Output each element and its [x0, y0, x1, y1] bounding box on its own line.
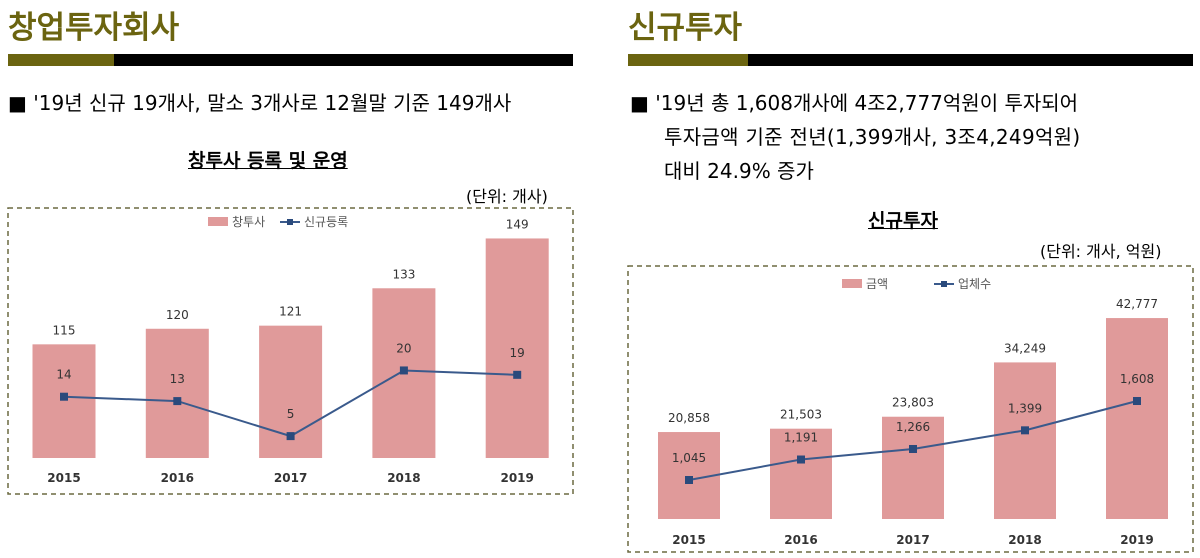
line-point-2015 [685, 475, 693, 484]
x-tick-2015: 2015 [47, 471, 80, 485]
bar-2018 [994, 362, 1056, 519]
x-tick-2019: 2019 [1120, 533, 1153, 547]
chart-frame [627, 265, 1194, 553]
line-label-2019: 1,608 [1120, 372, 1154, 386]
right-chart-title: 신규투자 [868, 210, 938, 232]
line-point-2018 [399, 366, 408, 375]
bar-label-2019: 42,777 [1116, 297, 1158, 311]
line-label-2017: 5 [287, 407, 295, 421]
x-tick-2015: 2015 [672, 533, 705, 547]
bar-label-2015: 20,858 [668, 411, 710, 425]
bar-label-2018: 133 [392, 267, 415, 281]
line-label-2018: 1,399 [1008, 401, 1042, 415]
bar-2015 [32, 344, 96, 458]
legend-line-marker [941, 281, 947, 287]
line-point-2016 [173, 397, 182, 406]
bar-label-2018: 34,249 [1004, 341, 1046, 355]
right-bullet-line-3: 대비 24.9% 증가 [664, 159, 814, 183]
bar-label-2015: 115 [53, 323, 76, 337]
right-section-title: 신규투자 [628, 10, 743, 46]
line-point-2017 [909, 444, 917, 453]
x-tick-2017: 2017 [896, 533, 929, 547]
bar-label-2017: 121 [279, 305, 302, 319]
line-label-2017: 1,266 [896, 420, 930, 434]
legend-bar-label: 금액 [866, 277, 888, 291]
left-bullet-text: ■ '19년 신규 19개사, 말소 3개사로 12월말 기준 149개사 [8, 91, 512, 115]
line-label-2015: 1,045 [672, 451, 706, 465]
x-tick-2019: 2019 [500, 471, 533, 485]
line-label-2015: 14 [56, 368, 71, 382]
title-divider [748, 54, 1193, 66]
bar-label-2019: 149 [506, 217, 529, 231]
left-unit-label: (단위: 개사) [466, 187, 548, 206]
line-point-2019 [1133, 397, 1141, 406]
bar-2016 [145, 328, 209, 458]
line-label-2016: 13 [170, 372, 185, 386]
legend-bar-swatch [842, 279, 862, 288]
line-point-2016 [797, 455, 805, 464]
line-label-2018: 20 [396, 341, 411, 355]
bar-2019 [1106, 318, 1168, 519]
x-tick-2017: 2017 [274, 471, 307, 485]
right-bullet-line-1: ■ '19년 총 1,608개사에 4조2,777억원이 투자되어 [630, 91, 1079, 115]
bar-label-2017: 23,803 [892, 396, 934, 410]
line-point-2017 [286, 432, 295, 441]
x-tick-2016: 2016 [784, 533, 817, 547]
line-point-2015 [60, 392, 68, 401]
legend-line-label: 업체수 [958, 277, 991, 291]
right-bullet-line-2: 투자금액 기준 전년(1,399개사, 3조4,249억원) [664, 125, 1081, 149]
title-divider [114, 54, 573, 66]
line-point-2019 [513, 370, 522, 379]
legend-line-label: 신규등록 [304, 215, 348, 229]
line-label-2016: 1,191 [784, 431, 818, 445]
x-tick-2018: 2018 [1008, 533, 1041, 547]
title-accent-bar [8, 54, 114, 66]
title-accent-bar [628, 54, 748, 66]
bar-2016 [770, 428, 832, 519]
bar-label-2016: 21,503 [780, 408, 822, 422]
left-chart-title: 창투사 등록 및 운영 [188, 150, 348, 172]
legend-line-marker [287, 219, 293, 225]
chart-frame [7, 207, 574, 495]
line-label-2019: 19 [510, 346, 525, 360]
legend-bar-label: 창투사 [232, 215, 265, 229]
right-unit-label: (단위: 개사, 억원) [1040, 242, 1162, 261]
bar-2017 [882, 416, 944, 519]
legend-bar-swatch [208, 217, 228, 226]
line-point-2018 [1021, 426, 1029, 435]
bar-2019 [485, 238, 549, 458]
bar-label-2016: 120 [166, 308, 189, 322]
left-section-title: 창업투자회사 [8, 10, 180, 46]
x-tick-2018: 2018 [387, 471, 420, 485]
x-tick-2016: 2016 [161, 471, 194, 485]
